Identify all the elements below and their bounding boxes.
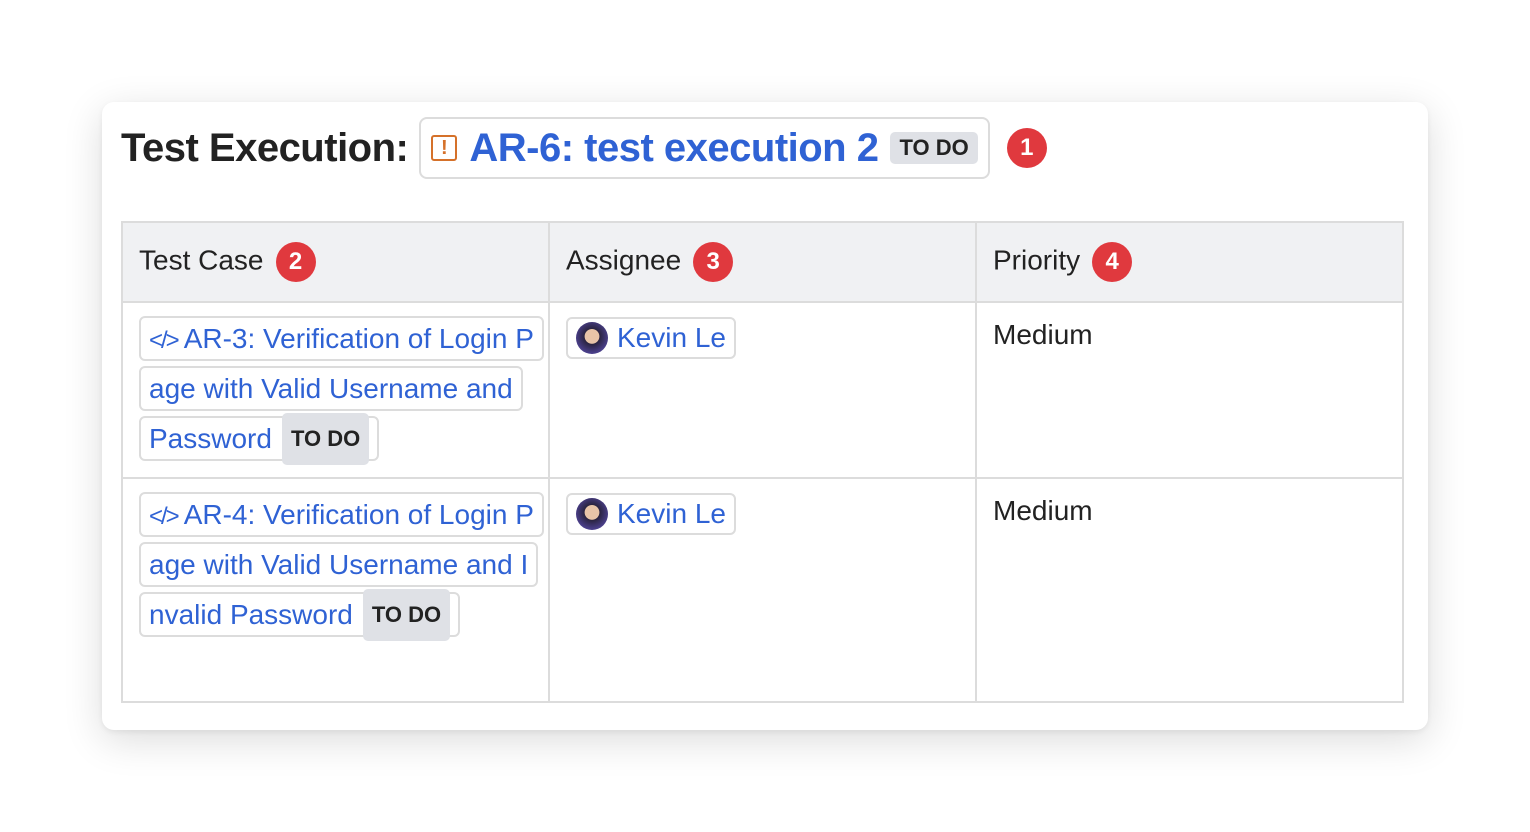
annotation-badge: 2 [275,242,316,282]
test-case-link[interactable]: </> AR-4: Verification of Login Page with… [139,492,544,641]
test-case-title: AR-4: Verification of Login Page with Va… [149,499,534,630]
column-header-assignee: Assignee 3 [548,221,977,303]
column-label: Test Case [139,244,264,276]
assignee-cell: Kevin Le [548,477,977,703]
assignee-name: Kevin Le [617,322,726,353]
code-icon: </> [149,503,180,530]
column-label: Assignee [566,244,682,276]
priority-cell: Medium [975,477,1404,703]
test-case-link[interactable]: </> AR-3: Verification of Login Page with… [139,316,544,465]
code-icon: </> [149,327,180,354]
annotation-badge: 1 [1006,128,1047,168]
status-badge: TO DO [281,413,370,465]
status-badge: TO DO [890,132,978,164]
test-cases-table: Test Case 2 Assignee 3 Priority 4 </> AR-3: … [121,221,1404,703]
test-case-title: AR-3: Verification of Login Page with Va… [149,323,534,454]
test-case-cell: </> AR-3: Verification of Login Page with… [121,301,550,479]
priority-cell: Medium [975,301,1404,479]
assignee-chip[interactable]: Kevin Le [566,493,736,535]
page-title: Test Execution: [121,125,409,170]
column-header-test-case: Test Case 2 [121,221,550,303]
table-header: Test Case 2 Assignee 3 Priority 4 [121,221,1404,303]
column-label: Priority [993,244,1081,276]
table-row: </> AR-4: Verification of Login Page with… [121,477,1404,703]
annotation-badge: 4 [1092,242,1133,282]
assignee-chip[interactable]: Kevin Le [566,317,736,359]
title-row: Test Execution: ! AR-6: test execution 2… [121,117,1047,179]
test-execution-card: Test Execution: ! AR-6: test execution 2… [102,102,1428,730]
annotation-badge: 3 [693,242,734,282]
column-header-priority: Priority 4 [975,221,1404,303]
warning-icon: ! [431,135,458,161]
table-row: </> AR-3: Verification of Login Page with… [121,301,1404,479]
avatar [576,322,608,354]
status-badge: TO DO [362,589,451,641]
execution-link-chip[interactable]: ! AR-6: test execution 2 TO DO [419,117,990,179]
execution-link[interactable]: AR-6: test execution 2 [469,125,879,170]
assignee-name: Kevin Le [617,498,726,529]
assignee-cell: Kevin Le [548,301,977,479]
avatar [576,498,608,530]
test-case-cell: </> AR-4: Verification of Login Page with… [121,477,550,703]
